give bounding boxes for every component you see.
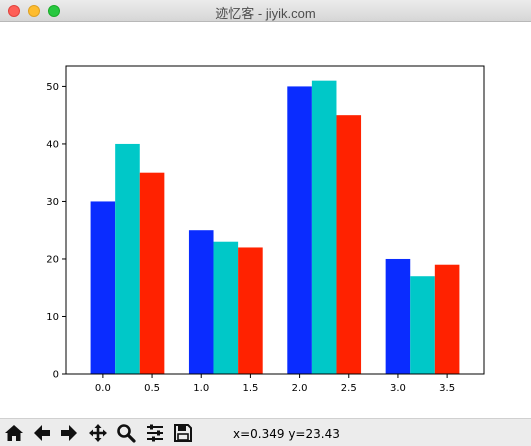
bar-series2-4 [410, 276, 435, 374]
bar-chart: 0.0 0.5 1.0 1.5 2.0 2.5 3.0 3.5 0 10 20 30 40 50 [46, 65, 485, 394]
cursor-coordinates: x=0.349 y=23.43 [233, 427, 340, 441]
home-icon [5, 425, 23, 441]
back-arrow-icon [34, 425, 50, 441]
figure-canvas[interactable]: 0.0 0.5 1.0 1.5 2.0 2.5 3.0 3.5 0 10 20 30 40 50 [0, 22, 531, 418]
x-tick-label: 2.5 [341, 383, 357, 394]
y-tick-label: 30 [46, 197, 59, 208]
zoom-button[interactable] [114, 421, 138, 445]
maximize-window-button[interactable] [48, 5, 60, 17]
forward-arrow-icon [61, 425, 77, 441]
y-tick-label: 10 [46, 312, 59, 323]
y-tick-label: 50 [46, 82, 59, 93]
bar-series1-3 [287, 86, 312, 374]
x-tick-label: 0.0 [95, 383, 111, 394]
back-button[interactable] [30, 421, 54, 445]
zoom-magnifier-icon [117, 424, 136, 443]
window-titlebar[interactable]: 迹忆客 - jiyik.com [0, 0, 531, 22]
save-floppy-icon [174, 424, 192, 442]
matplotlib-toolbar: x=0.349 y=23.43 [0, 418, 531, 446]
bar-series2-1 [115, 143, 140, 374]
bar-series3-4 [434, 264, 460, 374]
y-tick-label: 0 [53, 370, 59, 381]
pan-button[interactable] [86, 421, 110, 445]
save-button[interactable] [171, 421, 195, 445]
plot-frame [65, 65, 485, 375]
forward-button[interactable] [57, 421, 81, 445]
x-tick-label: 0.5 [144, 383, 160, 394]
pan-move-icon [89, 424, 107, 442]
home-button[interactable] [2, 421, 26, 445]
bar-series1-2 [188, 230, 214, 374]
y-tick-label: 40 [46, 139, 59, 150]
close-window-button[interactable] [8, 5, 20, 17]
x-tick-label: 3.5 [439, 383, 455, 394]
bar-series1-1 [90, 201, 116, 374]
x-tick-label: 2.0 [292, 383, 308, 394]
bar-series3-2 [238, 247, 263, 374]
minimize-window-button[interactable] [28, 5, 40, 17]
bar-series2-2 [213, 241, 239, 374]
bar-series2-3 [311, 80, 337, 374]
x-tick-label: 3.0 [390, 383, 406, 394]
bar-series1-4 [385, 258, 411, 374]
x-tick-label: 1.5 [242, 383, 258, 394]
bar-series3-1 [139, 172, 165, 374]
configure-subplots-button[interactable] [143, 421, 167, 445]
x-tick-label: 1.0 [193, 383, 209, 394]
y-tick-label: 20 [46, 254, 59, 265]
bar-series3-3 [336, 115, 362, 375]
configure-subplots-icon [147, 424, 163, 442]
window-title: 迹忆客 - jiyik.com [215, 6, 316, 21]
